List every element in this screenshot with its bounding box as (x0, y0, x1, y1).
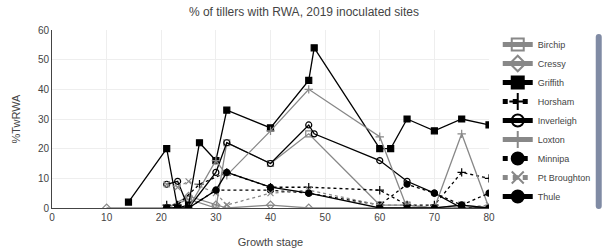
svg-text:Minnipa: Minnipa (538, 154, 570, 164)
svg-text:60: 60 (38, 25, 50, 36)
svg-text:% of tillers with RWA, 2019 in: % of tillers with RWA, 2019 inoculated s… (189, 5, 419, 19)
svg-text:30: 30 (210, 212, 222, 223)
svg-text:80: 80 (483, 212, 495, 223)
svg-text:20: 20 (156, 212, 168, 223)
svg-text:0: 0 (43, 203, 49, 214)
svg-text:Cressy: Cressy (538, 59, 567, 69)
svg-text:Inverleigh: Inverleigh (538, 116, 577, 126)
svg-text:40: 40 (265, 212, 277, 223)
svg-text:%TwRWA: %TwRWA (10, 94, 22, 144)
svg-text:Growth stage: Growth stage (238, 236, 303, 248)
svg-text:Birchip: Birchip (538, 40, 566, 50)
svg-text:0: 0 (49, 212, 55, 223)
svg-text:Horsham: Horsham (538, 97, 575, 107)
svg-text:30: 30 (38, 114, 50, 125)
svg-text:20: 20 (38, 143, 50, 154)
svg-text:50: 50 (38, 54, 50, 65)
svg-text:70: 70 (429, 212, 441, 223)
svg-text:Griffith: Griffith (538, 78, 564, 88)
svg-text:Thule: Thule (538, 192, 561, 202)
svg-text:Pt Broughton: Pt Broughton (538, 173, 591, 183)
svg-text:40: 40 (38, 84, 50, 95)
svg-text:Loxton: Loxton (538, 135, 565, 145)
svg-text:60: 60 (374, 212, 386, 223)
svg-text:10: 10 (38, 173, 50, 184)
svg-text:10: 10 (101, 212, 113, 223)
svg-text:50: 50 (320, 212, 332, 223)
